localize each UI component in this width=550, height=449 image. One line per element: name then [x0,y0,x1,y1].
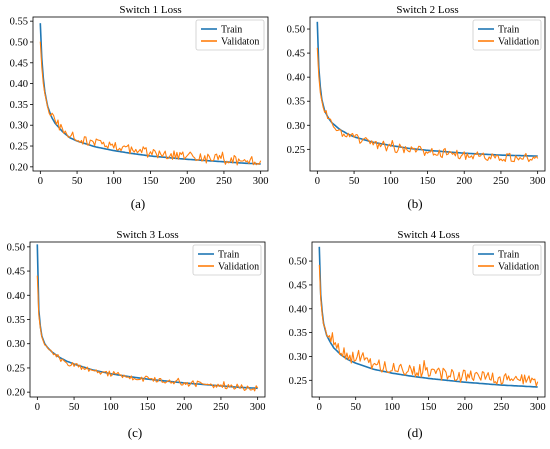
legend-label: Validaton [221,37,259,48]
y-tick-label: 0.20 [7,388,25,399]
y-tick-label: 0.55 [10,17,28,28]
x-tick-label: 50 [69,402,80,413]
y-tick-label: 0.35 [287,97,305,108]
x-tick-label: 300 [253,176,269,187]
chart-title: Switch 2 Loss [396,4,458,16]
legend-label: Train [498,25,519,36]
x-tick-label: 100 [103,402,119,413]
x-tick-label: 50 [349,176,360,187]
y-tick-label: 0.30 [289,352,307,363]
y-tick-label: 0.25 [289,376,307,387]
x-tick-label: 250 [213,402,229,413]
caption-a: (a) [130,196,146,211]
legend-box [192,244,262,276]
chart-title: Switch 3 Loss [116,229,178,241]
x-tick-label: 300 [250,402,266,413]
y-tick-label: 0.40 [289,304,307,315]
series-line-validation [316,47,539,163]
x-tick-label: 200 [179,176,195,187]
x-tick-label: 100 [383,176,399,187]
x-tick-label: 50 [72,176,83,187]
y-tick-label: 0.35 [10,100,28,111]
series-line-validation [39,41,262,166]
chart-panel-1: Switch 1 Loss 0 50 100 150 200 250 300 0.20 0.25 0… [10,4,269,187]
y-tick-label: 0.25 [7,363,25,374]
y-tick-label: 0.50 [287,25,305,36]
x-tick-label: 0 [317,402,322,413]
y-tick-label: 0.45 [289,280,307,291]
x-tick-label: 250 [216,176,232,187]
x-tick-label: 150 [421,402,437,413]
y-tick-label: 0.30 [7,339,25,350]
x-tick-label: 200 [176,402,192,413]
y-tick-label: 0.50 [7,242,25,253]
y-tick-label: 0.50 [289,257,307,268]
x-tick-label: 250 [493,402,509,413]
y-tick-label: 0.45 [7,267,25,278]
x-tick-label: 200 [457,402,473,413]
legend-label: Train [218,250,239,261]
x-tick-label: 0 [35,402,40,413]
chart-title: Switch 1 Loss [119,4,181,16]
y-tick-label: 0.40 [287,73,305,84]
x-tick-label: 0 [315,176,320,187]
legend-label: Validation [218,262,259,273]
y-tick-label: 0.35 [289,328,307,339]
y-tick-label: 0.25 [287,145,305,156]
y-tick-label: 0.25 [10,142,28,153]
x-tick-label: 50 [350,402,361,413]
chart-panel-2: Switch 2 Loss 0 50 100 150 200 250 300 0.25 0.30 0… [287,4,546,187]
caption-d: (d) [407,425,423,440]
y-tick-label: 0.35 [7,315,25,326]
caption-c: (c) [127,425,143,440]
series-line-validation [36,275,259,392]
y-tick-label: 0.45 [287,49,305,60]
x-tick-label: 300 [530,176,546,187]
legend-box [472,244,542,276]
x-tick-label: 300 [530,402,546,413]
legend-label: Train [221,25,242,36]
series-line-train [318,246,538,388]
caption-b: (b) [407,196,423,211]
y-tick-label: 0.30 [287,121,305,132]
legend-label: Validation [498,37,539,48]
x-tick-label: 150 [143,176,159,187]
x-tick-label: 0 [38,176,43,187]
y-tick-label: 0.20 [10,162,28,173]
chart-title: Switch 4 Loss [397,229,459,241]
y-tick-label: 0.40 [7,291,25,302]
chart-panel-3: Switch 3 Loss 0 50 100 150 200 250 300 0.20 0.25 0… [7,229,266,413]
y-tick-label: 0.30 [10,121,28,132]
legend-box [472,19,542,51]
x-tick-label: 150 [140,402,156,413]
y-tick-label: 0.45 [10,58,28,69]
series-line-validation [318,264,539,387]
legend-label: Validation [498,262,539,273]
x-tick-label: 150 [420,176,436,187]
y-tick-label: 0.40 [10,79,28,90]
legend-box [195,19,265,51]
x-tick-label: 100 [106,176,122,187]
y-tick-label: 0.50 [10,37,28,48]
x-tick-label: 100 [384,402,400,413]
x-tick-label: 200 [456,176,472,187]
legend-label: Train [498,250,519,261]
chart-panel-4: Switch 4 Loss 0 50 100 150 200 250 300 0.25 0.30 0… [289,229,546,413]
x-tick-label: 250 [493,176,509,187]
